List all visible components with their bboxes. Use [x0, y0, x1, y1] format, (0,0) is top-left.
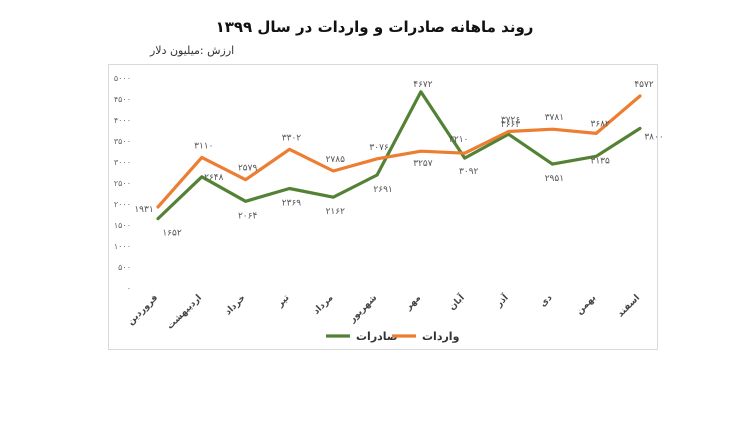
y-tick-label: ۵۰۰۰ [114, 74, 131, 83]
chart-title: روند ماهانه صادرات و واردات در سال ۱۳۹۹ [215, 18, 534, 36]
data-label-exports: ۳۱۳۵ [591, 156, 611, 166]
y-tick-label: ۱۵۰۰ [114, 221, 131, 230]
y-tick-label: ۱۰۰۰ [114, 242, 131, 251]
data-label-exports: ۳۰۹۲ [459, 167, 479, 177]
x-tick-label: آذر [492, 291, 511, 310]
data-label-imports: ۲۷۸۵ [326, 155, 346, 165]
x-tick-label: شهریور [347, 293, 379, 325]
x-tick-label: مهر [403, 293, 423, 313]
x-tick-label: دی [538, 293, 554, 309]
data-label-exports: ۳۸۰۰ [644, 132, 663, 142]
data-label-exports: ۲۶۴۸ [204, 173, 224, 183]
data-label-imports: ۴۵۷۲ [634, 80, 654, 90]
y-axis-unit-label: ارزش :میلیون دلار [150, 44, 235, 57]
y-tick-label: ۰ [127, 284, 131, 293]
series-line-imports [156, 94, 642, 209]
data-label-imports: ۲۵۷۹ [238, 164, 258, 174]
x-tick-label: اردیبهشت [165, 293, 204, 332]
data-label-exports: ۱۶۵۲ [162, 229, 182, 239]
data-label-imports: ۳۷۸۱ [545, 113, 564, 123]
x-tick-label: خرداد [223, 293, 247, 317]
data-label-imports: ۳۳۰۲ [282, 133, 302, 143]
x-tick-label: فروردین [126, 293, 160, 327]
data-label-exports: ۲۹۵۱ [545, 174, 564, 184]
data-label-exports: ۲۱۶۲ [326, 207, 346, 217]
legend-label-exports: صادرات [356, 330, 398, 343]
data-label-exports: ۲۶۹۱ [373, 185, 392, 195]
y-tick-label: ۲۵۰۰ [114, 179, 131, 188]
data-label-imports: ۳۲۱۰ [449, 135, 468, 145]
data-label-exports: ۳۶۶۳ [501, 120, 521, 130]
data-label-imports: ۳۶۸۲ [591, 119, 611, 129]
x-tick-label: بهمن [575, 293, 599, 317]
chart-frame [108, 64, 658, 350]
legend-label-imports: واردات [422, 330, 460, 343]
data-label-imports: ۳۲۵۷ [413, 159, 433, 169]
data-label-imports: ۳۰۷۶ [369, 143, 389, 153]
data-label-imports: ۳۷۲۶ [501, 116, 521, 126]
x-tick-label: مرداد [312, 293, 336, 317]
x-tick-label: تیر [275, 293, 292, 310]
data-label-imports: ۱۹۳۱ [134, 205, 153, 215]
y-tick-label: ۳۰۰۰ [114, 158, 131, 167]
x-tick-label: آبان [446, 291, 468, 313]
y-tick-label: ۲۰۰۰ [114, 200, 131, 209]
y-tick-label: ۵۰۰ [118, 263, 131, 272]
data-label-exports: ۴۶۷۲ [413, 80, 433, 90]
data-label-imports: ۳۱۱۰ [194, 141, 213, 151]
y-tick-label: ۴۰۰۰ [114, 116, 131, 125]
series-line-exports [156, 90, 642, 221]
y-tick-label: ۴۵۰۰ [114, 95, 131, 104]
data-label-exports: ۲۰۶۴ [238, 211, 258, 221]
data-label-exports: ۲۳۶۹ [282, 199, 302, 209]
x-tick-label: اسفند [616, 293, 642, 319]
y-tick-label: ۳۵۰۰ [114, 137, 131, 146]
